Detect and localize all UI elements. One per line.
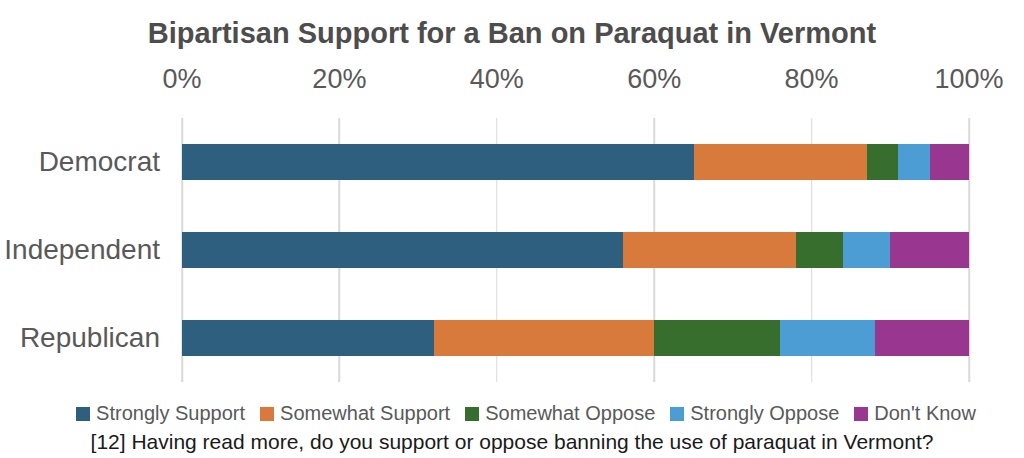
x-axis-tick-label: 80%	[785, 64, 839, 95]
legend-swatch-icon	[670, 407, 684, 421]
x-axis-tick-label: 0%	[162, 64, 201, 95]
bar-segment	[898, 144, 929, 180]
bar-segment	[182, 320, 434, 356]
legend-label: Strongly Oppose	[690, 402, 839, 425]
legend-swatch-icon	[76, 407, 90, 421]
category-label: Independent	[4, 234, 160, 266]
x-axis-tick-labels: 0%20%40%60%80%100%	[182, 64, 969, 100]
x-axis-tick-label: 60%	[627, 64, 681, 95]
bar-segment	[182, 144, 694, 180]
category-label: Republican	[20, 322, 160, 354]
legend-swatch-icon	[854, 407, 868, 421]
legend: Strongly Support Somewhat Support Somewhat…	[14, 402, 1024, 425]
legend-item: Strongly Oppose	[670, 402, 839, 425]
legend-item: Somewhat Support	[260, 402, 450, 425]
legend-item: Somewhat Oppose	[465, 402, 655, 425]
chart: Bipartisan Support for a Ban on Paraquat…	[0, 0, 1024, 458]
caption: [12] Having read more, do you support or…	[0, 430, 1024, 454]
bar-segment	[434, 320, 654, 356]
bar-democrat	[182, 144, 969, 180]
x-axis-tick-label: 40%	[470, 64, 524, 95]
bar-segment	[867, 144, 898, 180]
legend-item: Strongly Support	[76, 402, 245, 425]
bar-segment	[654, 320, 780, 356]
bar-segment	[930, 144, 969, 180]
legend-label: Somewhat Oppose	[485, 402, 655, 425]
legend-swatch-icon	[465, 407, 479, 421]
bar-segment	[694, 144, 867, 180]
bar-segment	[623, 232, 796, 268]
bar-segment	[890, 232, 969, 268]
legend-label: Somewhat Support	[280, 402, 450, 425]
legend-item: Don't Know	[854, 402, 976, 425]
chart-title: Bipartisan Support for a Ban on Paraquat…	[0, 17, 1024, 50]
plot-area	[182, 118, 969, 382]
x-axis-tick-label: 100%	[934, 64, 1003, 95]
bar-republican	[182, 320, 969, 356]
legend-label: Strongly Support	[96, 402, 245, 425]
bar-independent	[182, 232, 969, 268]
bar-segment	[780, 320, 874, 356]
legend-label: Don't Know	[874, 402, 976, 425]
y-axis-category-labels: Democrat Independent Republican	[0, 118, 160, 382]
category-label: Democrat	[39, 146, 160, 178]
bar-segment	[843, 232, 890, 268]
bar-segment	[182, 232, 623, 268]
x-axis-tick-label: 20%	[312, 64, 366, 95]
bar-segment	[796, 232, 843, 268]
bar-segment	[875, 320, 969, 356]
legend-swatch-icon	[260, 407, 274, 421]
